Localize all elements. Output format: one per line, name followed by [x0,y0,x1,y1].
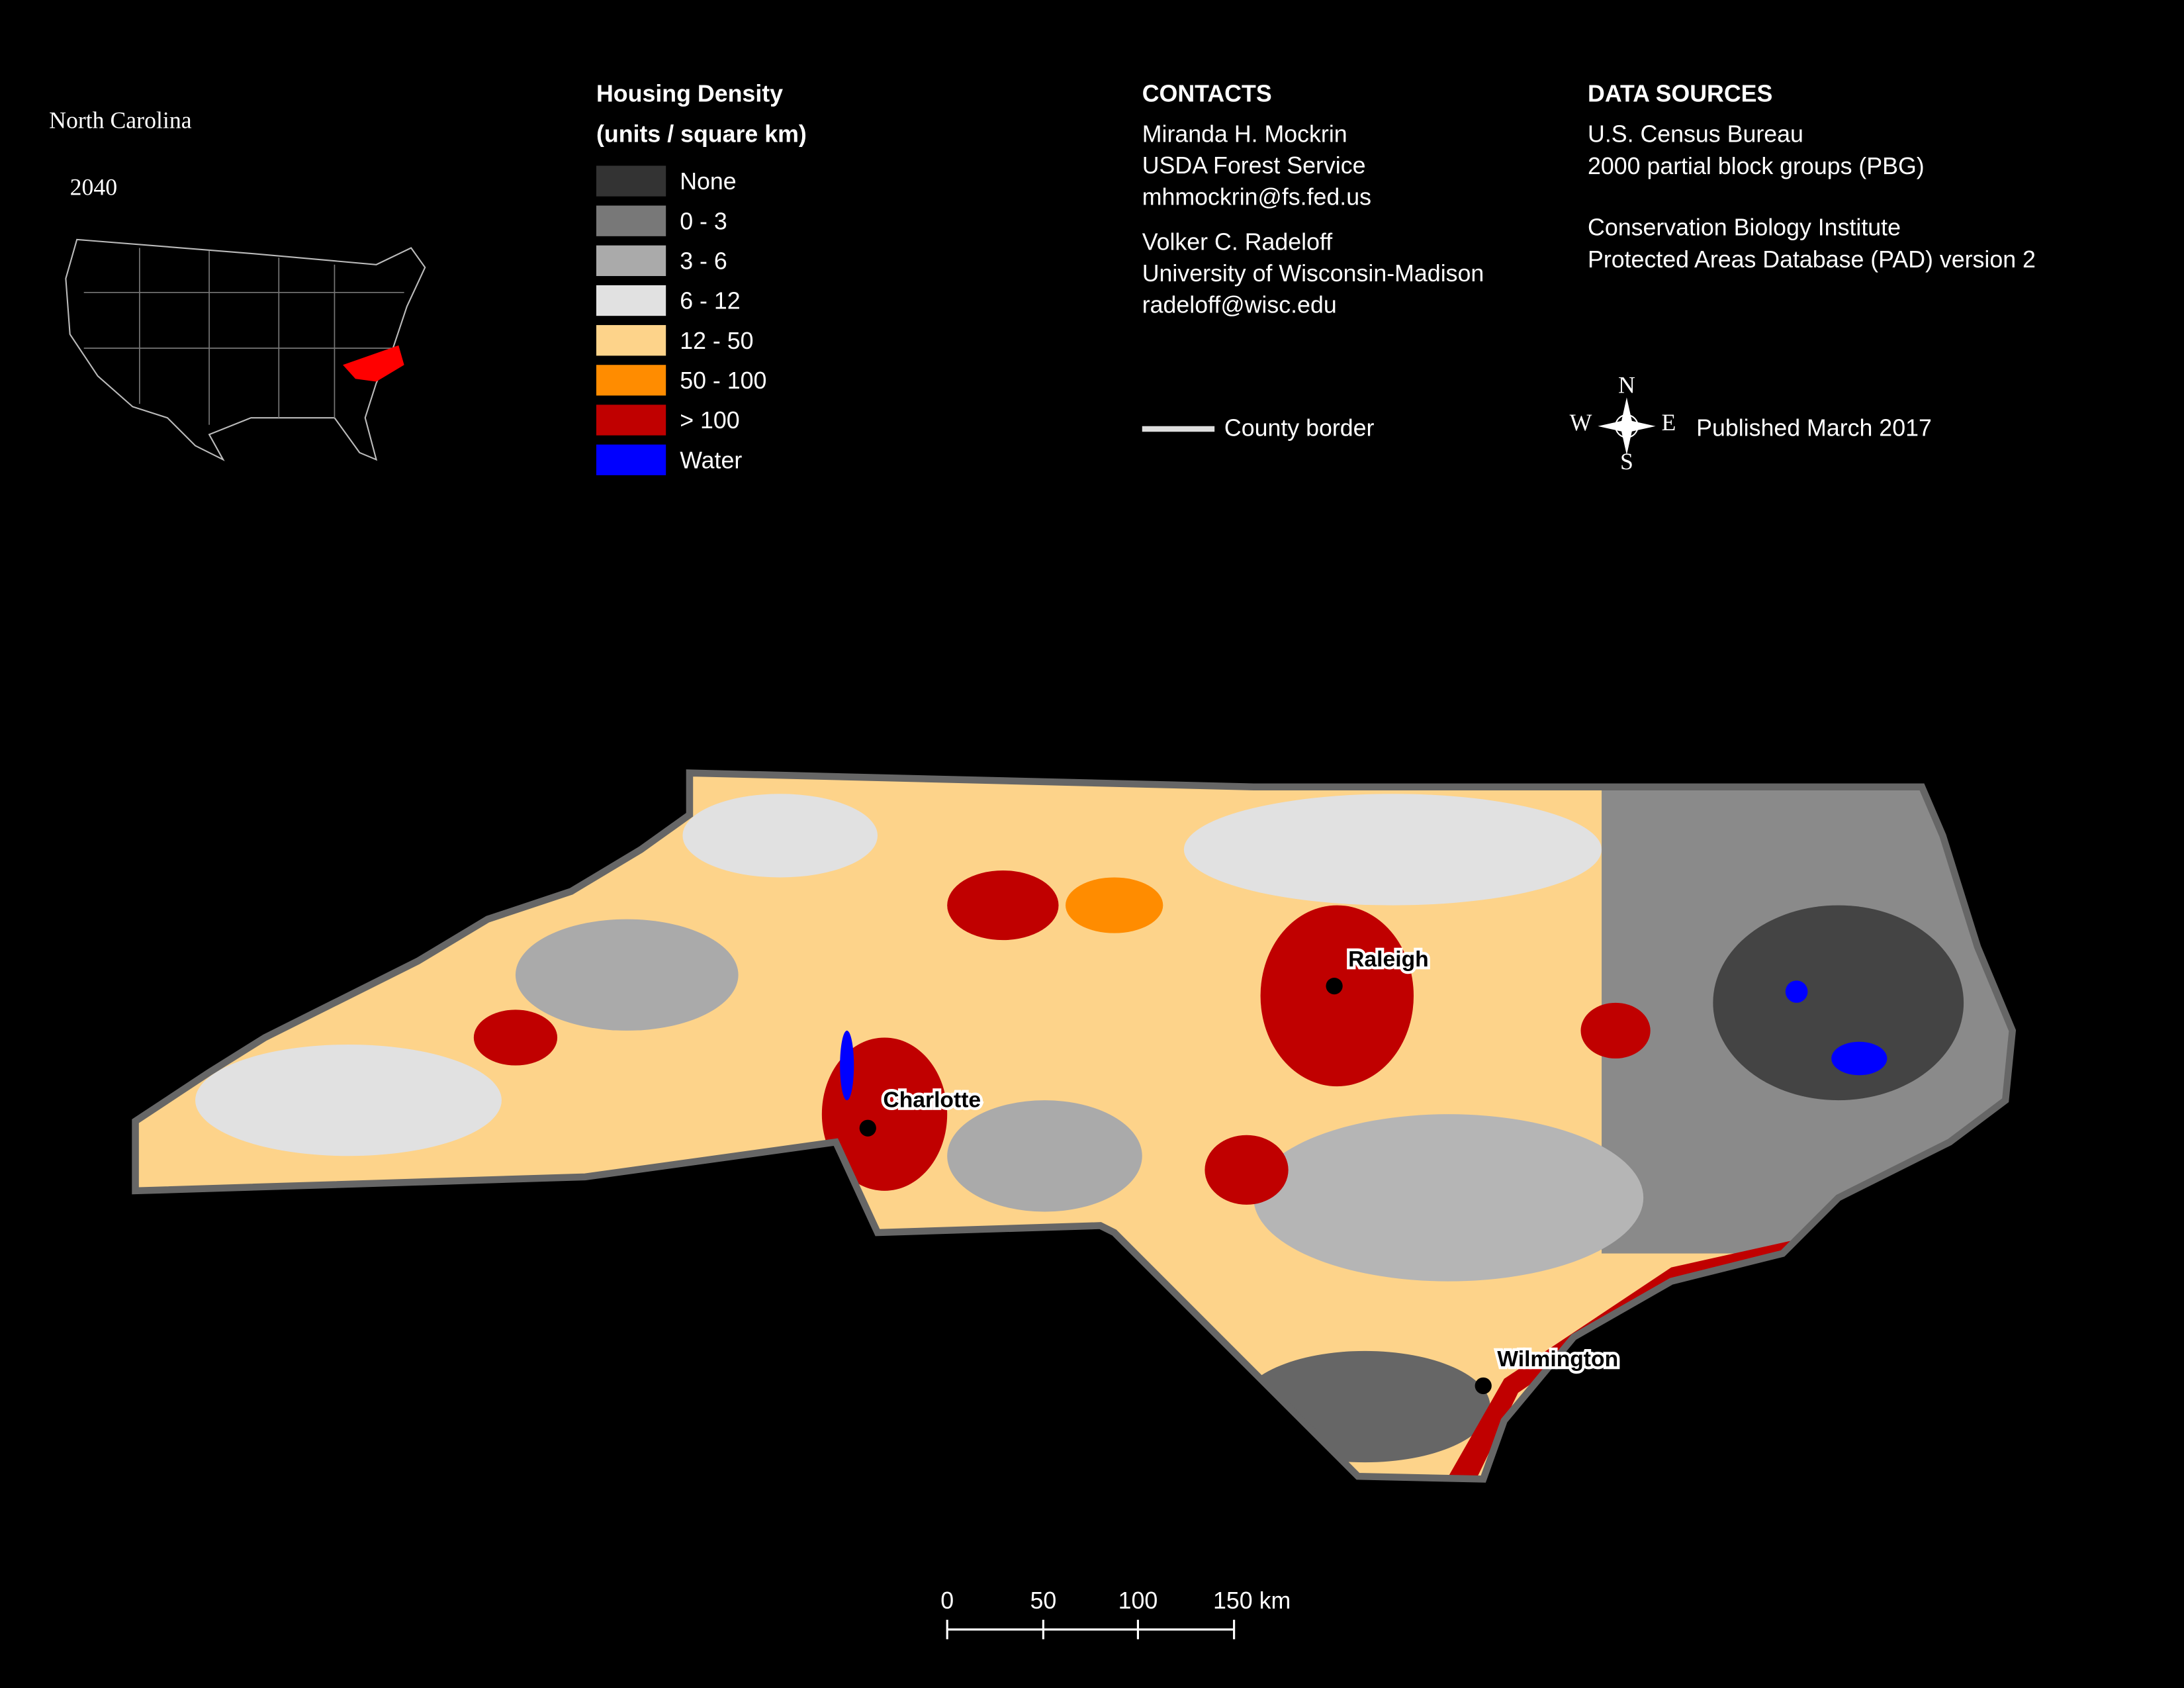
contact-line: Volker C. Radeloff [1142,229,1333,256]
published-note: Published March 2017 [1696,415,1932,442]
contact-line: University of Wisconsin-Madison [1142,260,1484,287]
legend-swatch [596,205,666,236]
compass-letter: W [1570,409,1592,436]
scale-label: 0 [940,1587,954,1614]
city-label: Charlotte [883,1088,981,1113]
compass-letter: E [1662,409,1676,436]
scale-label: 100 [1118,1587,1158,1614]
source-line: Protected Areas Database (PAD) version 2 [1588,246,2036,273]
compass-letter: N [1618,371,1635,398]
city-markers [859,977,1492,1395]
legend-label: 3 - 6 [680,248,727,274]
compass-letter: S [1620,448,1633,475]
legend-title: Housing Density [596,81,783,107]
compass: N S W E [1570,371,1676,475]
contact-line: Miranda H. Mockrin [1142,121,1347,148]
data-sources: U.S. Census Bureau 2000 partial block gro… [1588,121,2036,273]
legend-swatch [596,404,666,436]
sources-heading: DATA SOURCES [1588,81,1772,107]
scale-label: 150 km [1213,1587,1291,1614]
contacts: Miranda H. Mockrin USDA Forest Service mhm… [1142,121,1484,318]
legend-swatch [596,444,666,475]
contact-line: USDA Forest Service [1142,152,1366,179]
scale-label: 50 [1030,1587,1056,1614]
legend-label: 12 - 50 [680,328,753,354]
legend-swatch [596,245,666,277]
inset-us-map [65,238,426,461]
city-label: Wilmington [1497,1347,1618,1372]
map-title: North Carolina [49,107,192,134]
source-line: Conservation Biology Institute [1588,214,1901,241]
legend: None 0 - 3 3 - 6 6 - 12 12 - 50 50 - 100 > 100… [596,165,766,475]
legend-label: None [680,168,736,195]
legend-label: > 100 [680,407,739,434]
map-year: 2040 [70,174,118,201]
source-line: U.S. Census Bureau [1588,121,1803,148]
legend-title: (units / square km) [596,121,807,148]
legend-label: 6 - 12 [680,288,740,314]
legend-swatch [596,165,666,197]
legend-label: 50 - 100 [680,367,766,394]
contacts-heading: CONTACTS [1142,81,1272,107]
city-label: Raleigh [1348,947,1429,972]
legend-swatch [596,285,666,316]
contact-line: mhmockrin@fs.fed.us [1142,183,1371,210]
contact-line: radeloff@wisc.edu [1142,291,1337,318]
legend-label: Water [680,447,742,473]
legend-label: 0 - 3 [680,208,727,234]
source-line: 2000 partial block groups (PBG) [1588,153,1925,179]
county-border-label: County border [1224,415,1375,442]
legend-swatch [596,365,666,396]
legend-swatch [596,325,666,356]
scale-bar [946,1619,1236,1640]
